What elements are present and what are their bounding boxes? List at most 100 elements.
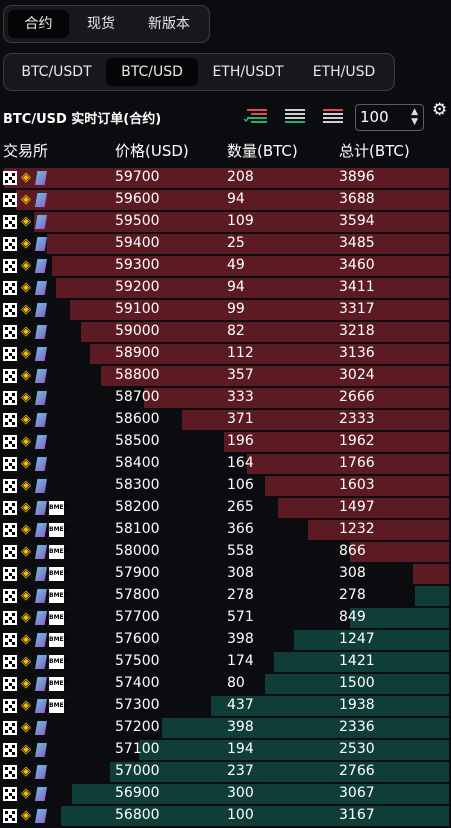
exchange-icons: ◈ BMEX [3,567,68,581]
tab-btc-usd[interactable]: BTC/USD [106,58,198,86]
ask-row[interactable]: ◈ 59100 99 3317 [0,299,451,321]
ask-row[interactable]: ◈ 59300 49 3460 [0,255,451,277]
bitmex-icon: BMEX [49,655,68,669]
exchange-icons: ◈ [3,743,49,757]
ask-row[interactable]: ◈ 58600 371 2333 [0,409,451,431]
total-cell: 3136 [339,345,375,361]
quantity-cell: 174 [227,653,254,669]
market-type-tabs: 合约 现货 新版本 [3,5,210,43]
bid-row[interactable]: ◈ 57100 194 2530 [0,739,451,761]
bid-depth-bar [294,630,449,650]
bid-row[interactable]: ◈ 57000 237 2766 [0,761,451,783]
bid-row[interactable]: ◈ BMEX 57700 571 849 [0,607,451,629]
bid-row[interactable]: ◈ BMEX 57800 278 278 [0,585,451,607]
quantity-cell: 333 [227,389,254,405]
view-both-icon[interactable] [243,106,269,126]
quantity-cell: 300 [227,785,254,801]
total-cell: 308 [339,565,366,581]
ftx-icon [35,325,47,339]
ask-row[interactable]: ◈ 59400 25 3485 [0,233,451,255]
price-cell: 56900 [115,785,160,801]
exchange-icons: ◈ BMEX [3,523,68,537]
tab-eth-usdt[interactable]: ETH/USDT [212,64,284,80]
binance-icon: ◈ [21,302,31,317]
ask-row[interactable]: ◈ 58500 196 1962 [0,431,451,453]
price-cell: 57300 [115,697,160,713]
ask-row[interactable]: ◈ BMEX 57900 308 308 [0,563,451,585]
ask-row[interactable]: ◈ BMEX 58200 265 1497 [0,497,451,519]
ask-row[interactable]: ◈ 59600 94 3688 [0,189,451,211]
quantity-cell: 94 [227,191,245,207]
price-cell: 59300 [115,257,160,273]
quantity-cell: 398 [227,719,254,735]
chevron-down-icon[interactable]: ▼ [411,117,418,127]
okx-icon [3,435,17,449]
price-cell: 56800 [115,807,160,823]
okx-icon [3,633,17,647]
bid-row[interactable]: ◈ BMEX 57500 174 1421 [0,651,451,673]
exchange-icons: ◈ BMEX [3,589,68,603]
bid-row[interactable]: ◈ BMEX 57400 80 1500 [0,673,451,695]
bitmex-icon: BMEX [49,677,68,691]
ask-row[interactable]: ◈ 59200 94 3411 [0,277,451,299]
exchange-icons: ◈ [3,325,49,339]
total-cell: 3067 [339,785,375,801]
ask-row[interactable]: ◈ BMEX 58000 558 866 [0,541,451,563]
ask-depth-bar [308,520,449,540]
ask-row[interactable]: ◈ 58300 106 1603 [0,475,451,497]
binance-icon: ◈ [21,478,31,493]
binance-icon: ◈ [21,610,31,625]
exchange-icons: ◈ BMEX [3,545,68,559]
ask-depth-bar [90,344,449,364]
ask-row[interactable]: ◈ 58400 164 1766 [0,453,451,475]
ask-row[interactable]: ◈ 59700 208 3896 [0,167,451,189]
total-cell: 1247 [339,631,375,647]
ask-row[interactable]: ◈ 58900 112 3136 [0,343,451,365]
okx-icon [3,325,17,339]
total-cell: 3411 [339,279,375,295]
binance-icon: ◈ [21,170,31,185]
tab-eth-usd[interactable]: ETH/USD [312,64,376,80]
binance-icon: ◈ [21,786,31,801]
depth-stepper[interactable]: 100 ▲ ▼ [355,104,424,131]
price-cell: 57500 [115,653,160,669]
bid-depth-bar [265,674,449,694]
bid-row[interactable]: ◈ BMEX 57300 437 1938 [0,695,451,717]
ask-row[interactable]: ◈ 59500 109 3594 [0,211,451,233]
ask-row[interactable]: ◈ 58700 333 2666 [0,387,451,409]
bid-row[interactable]: ◈ BMEX 57600 398 1247 [0,629,451,651]
bid-row[interactable]: ◈ 57200 398 2336 [0,717,451,739]
okx-icon [3,589,17,603]
bid-depth-bar [350,608,449,628]
tab-contract[interactable]: 合约 [8,10,69,38]
bid-row[interactable]: ◈ 56900 300 3067 [0,783,451,805]
quantity-cell: 208 [227,169,254,185]
ask-row[interactable]: ◈ BMEX 58100 366 1232 [0,519,451,541]
header-total: 总计(BTC) [339,142,410,160]
tab-btc-usdt[interactable]: BTC/USDT [21,64,92,80]
tab-new-version[interactable]: 新版本 [148,16,190,32]
ask-row[interactable]: ◈ 58800 357 3024 [0,365,451,387]
ask-depth-bar [52,256,449,276]
quantity-cell: 571 [227,609,254,625]
ftx-icon [35,237,47,251]
price-cell: 58300 [115,477,160,493]
chevron-up-icon[interactable]: ▲ [411,107,418,117]
view-asks-icon[interactable] [319,106,345,126]
ftx-icon [35,501,47,515]
ask-depth-bar [265,476,449,496]
ask-depth-bar [350,542,449,562]
quantity-cell: 196 [227,433,254,449]
price-cell: 58700 [115,389,160,405]
bid-row[interactable]: ◈ 56800 100 3167 [0,805,451,827]
quantity-cell: 265 [227,499,254,515]
total-cell: 3167 [339,807,375,823]
tab-spot[interactable]: 现货 [87,16,115,32]
ftx-icon [35,523,47,537]
gear-icon[interactable]: ⚙ [432,100,448,120]
ask-depth-bar [56,278,449,298]
bitmex-icon: BMEX [49,523,68,537]
ask-row[interactable]: ◈ 59000 82 3218 [0,321,451,343]
quantity-cell: 106 [227,477,254,493]
view-bids-icon[interactable] [281,106,307,126]
